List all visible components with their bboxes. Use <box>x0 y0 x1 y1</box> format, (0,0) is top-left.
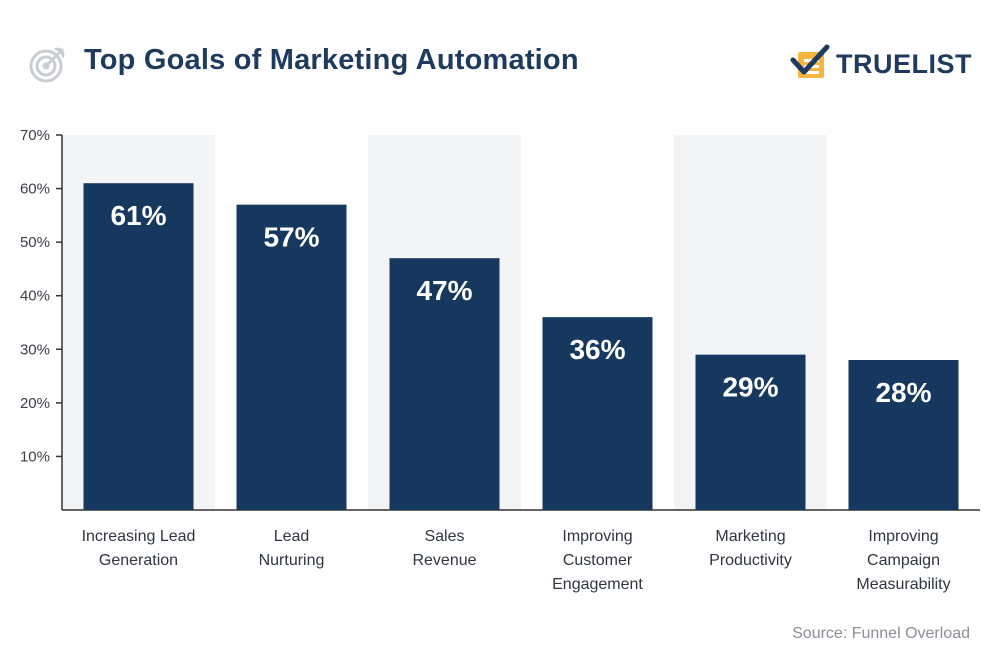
x-tick-label-line: Revenue <box>412 552 476 569</box>
x-tick-label-line: Generation <box>99 552 178 569</box>
data-label: 29% <box>722 372 778 403</box>
x-tick-label-line: Customer <box>563 552 633 569</box>
y-tick-label: 20% <box>20 395 50 412</box>
bar <box>695 354 806 510</box>
source-note: Source: Funnel Overload <box>792 625 970 642</box>
x-tick-label-line: Increasing Lead <box>82 528 196 545</box>
header: Top Goals of Marketing Automation TRUELI… <box>0 0 1000 110</box>
y-tick-label: 40% <box>20 288 50 305</box>
x-tick-label: Improving Customer Engagement <box>552 528 643 593</box>
target-icon <box>29 47 65 83</box>
y-tick-label: 10% <box>20 448 50 465</box>
x-tick-label: Sales Revenue <box>412 528 476 569</box>
bar <box>83 183 194 510</box>
bar <box>389 258 500 510</box>
x-tick-label-line: Measurability <box>856 576 950 593</box>
x-tick-label-line: Improving <box>868 528 938 545</box>
data-label: 57% <box>263 222 319 253</box>
x-tick-label-line: Nurturing <box>259 552 325 569</box>
chart-title: Top Goals of Marketing Automation <box>84 44 579 76</box>
x-tick-label: Lead Nurturing <box>259 528 325 569</box>
brand-logo: TRUELIST <box>790 44 972 84</box>
x-tick-label-line: Productivity <box>709 552 792 569</box>
bar-chart: 10% 20% 30% 40% 50% 60% 70% 61% Increasing Lead G… <box>20 127 980 593</box>
x-tick-label-line: Improving <box>562 528 632 545</box>
x-tick-label: Marketing Productivity <box>709 528 792 569</box>
data-label: 36% <box>569 334 625 365</box>
x-tick-label-line: Campaign <box>867 552 940 569</box>
y-tick-label: 60% <box>20 181 50 198</box>
bar <box>848 360 959 510</box>
y-tick-label: 30% <box>20 341 50 358</box>
data-label: 47% <box>416 275 472 306</box>
x-tick-label-line: Engagement <box>552 576 643 593</box>
x-tick-label: Improving Campaign Measurability <box>856 528 950 593</box>
brand-name: TRUELIST <box>836 48 972 79</box>
data-label: 28% <box>875 377 931 408</box>
checklist-icon <box>790 44 830 78</box>
x-tick-label-line: Marketing <box>715 528 785 545</box>
x-tick-label: Increasing Lead Generation <box>82 528 196 569</box>
data-label: 61% <box>110 200 166 231</box>
y-tick-label: 70% <box>20 127 50 144</box>
bar <box>236 204 347 510</box>
bar <box>542 317 653 510</box>
y-tick-label: 50% <box>20 234 50 251</box>
x-tick-label-line: Lead <box>274 528 310 545</box>
x-tick-label-line: Sales <box>424 528 464 545</box>
